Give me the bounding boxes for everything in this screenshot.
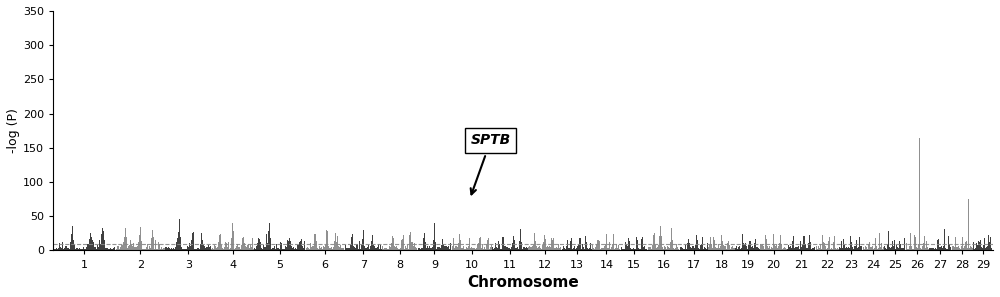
X-axis label: Chromosome: Chromosome: [467, 275, 579, 290]
Y-axis label: -log (P): -log (P): [7, 108, 20, 153]
Text: SPTB: SPTB: [471, 133, 511, 194]
